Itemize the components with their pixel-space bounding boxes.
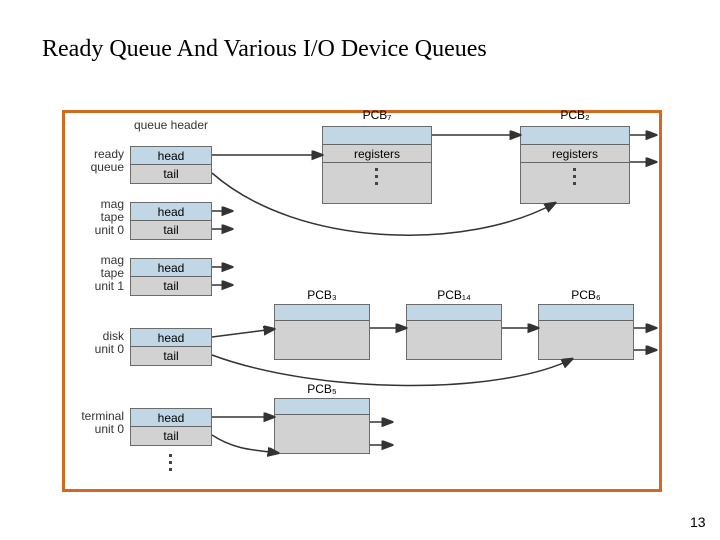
pcb2-ptr [521, 127, 629, 145]
pcb3-ptr [275, 305, 369, 321]
qh-term-tail: tail [131, 427, 211, 445]
qh-term-head: head [131, 409, 211, 427]
label-mag-tape-1: mag tape unit 1 [68, 254, 124, 294]
pcb7-ptr [323, 127, 431, 145]
pcb14-ptr [407, 305, 501, 321]
qh-disk: head tail [130, 328, 212, 366]
qh-mag0: head tail [130, 202, 212, 240]
qh-mag1-tail: tail [131, 277, 211, 295]
page-title: Ready Queue And Various I/O Device Queue… [42, 36, 487, 63]
qh-ready-head: head [131, 147, 211, 165]
pcb5-body [275, 415, 369, 453]
page-number: 13 [690, 514, 706, 530]
pcb14-body [407, 321, 501, 359]
qh-disk-head: head [131, 329, 211, 347]
label-ready-queue: ready queue [68, 148, 124, 174]
pcb2-dots [573, 168, 576, 185]
qh-term: head tail [130, 408, 212, 446]
pcb7-box: registers [322, 126, 432, 204]
pcb2-label: PCB₂ [520, 108, 630, 122]
pcb3-body [275, 321, 369, 359]
qh-mag1: head tail [130, 258, 212, 296]
pcb6-label: PCB₆ [538, 288, 634, 302]
pcb7-label: PCB₇ [322, 108, 432, 122]
qh-ready: head tail [130, 146, 212, 184]
pcb6-box [538, 304, 634, 360]
pcb7-registers: registers [323, 145, 431, 163]
pcb5-box [274, 398, 370, 454]
qh-disk-tail: tail [131, 347, 211, 365]
qh-mag1-head: head [131, 259, 211, 277]
pcb3-label: PCB₃ [274, 288, 370, 302]
qh-ready-tail: tail [131, 165, 211, 183]
pcb6-ptr [539, 305, 633, 321]
label-mag-tape-0: mag tape unit 0 [68, 198, 124, 238]
pcb5-label: PCB₅ [274, 382, 370, 396]
label-disk-unit-0: disk unit 0 [68, 330, 124, 356]
pcb3-box [274, 304, 370, 360]
col-header-queue: queue header [130, 118, 212, 132]
pcb5-ptr [275, 399, 369, 415]
pcb2-box: registers [520, 126, 630, 204]
label-terminal-unit-0: terminal unit 0 [68, 410, 124, 436]
pcb7-dots [375, 168, 378, 185]
pcb14-label: PCB₁₄ [406, 288, 502, 302]
pcb14-box [406, 304, 502, 360]
pcb6-body [539, 321, 633, 359]
more-queues-dots [169, 454, 172, 471]
qh-mag0-tail: tail [131, 221, 211, 239]
qh-mag0-head: head [131, 203, 211, 221]
pcb2-registers: registers [521, 145, 629, 163]
